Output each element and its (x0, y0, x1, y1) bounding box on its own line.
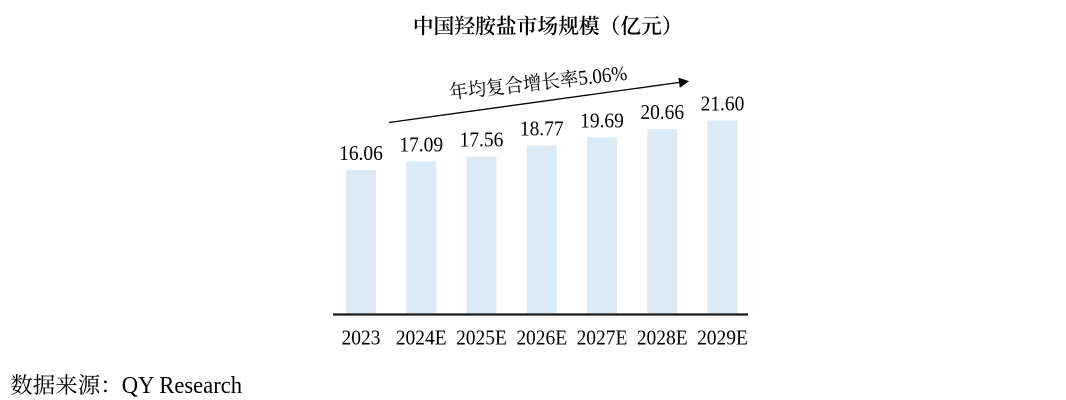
svg-text:2025E: 2025E (456, 327, 507, 350)
svg-text:2026E: 2026E (516, 327, 567, 350)
svg-text:5.06%: 5.06% (577, 62, 628, 90)
svg-text:20.66: 20.66 (640, 101, 684, 124)
svg-text:QY Research: QY Research (122, 372, 242, 399)
svg-text:2024E: 2024E (396, 327, 447, 350)
svg-text:19.69: 19.69 (580, 110, 624, 133)
svg-text:2028E: 2028E (637, 327, 688, 350)
svg-text:21.60: 21.60 (701, 93, 745, 116)
svg-text:2029E: 2029E (697, 327, 748, 350)
svg-text:17.09: 17.09 (399, 134, 443, 157)
svg-text:16.06: 16.06 (339, 142, 383, 165)
svg-text:2027E: 2027E (577, 327, 628, 350)
svg-text:17.56: 17.56 (460, 129, 504, 152)
svg-text:18.77: 18.77 (520, 118, 564, 141)
svg-text:2023: 2023 (342, 327, 381, 350)
